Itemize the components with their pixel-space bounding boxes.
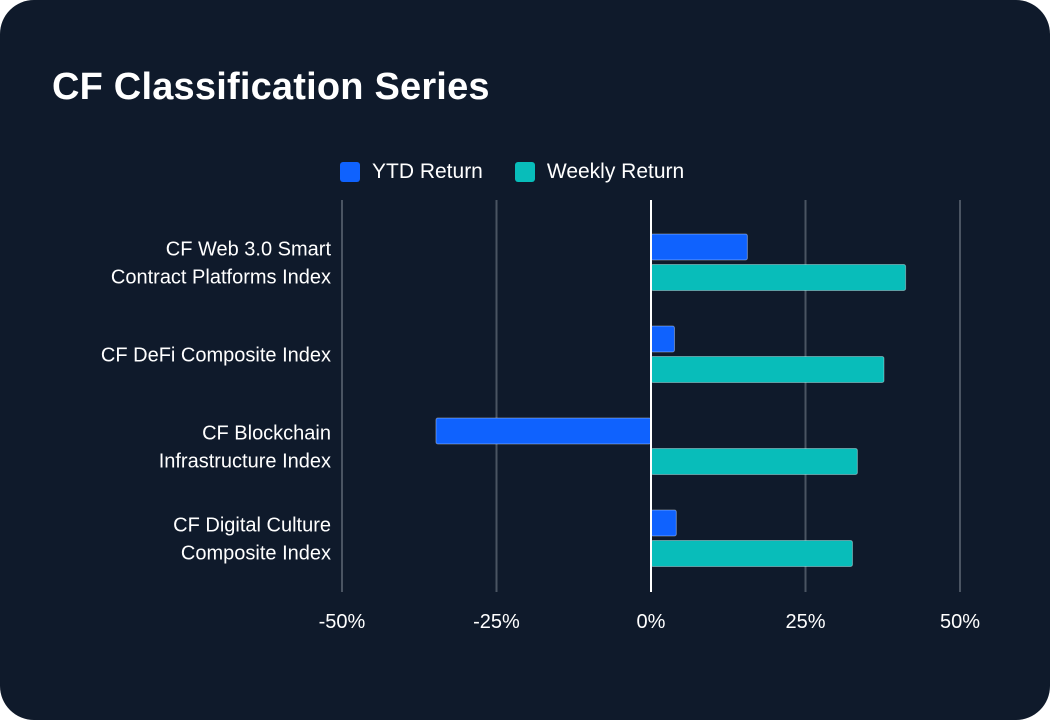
- legend-item-weekly-return: Weekly Return: [514, 160, 685, 184]
- legend-swatch-ytd-return: [340, 162, 360, 182]
- category-label-line: Infrastructure Index: [159, 450, 331, 472]
- bar-weekly-return-cf-blockchain-infrastructure-index: [650, 448, 858, 475]
- legend-label-weekly-return: Weekly Return: [546, 160, 685, 183]
- category-label-line: CF Digital Culture: [173, 514, 331, 536]
- chart-legend: YTD Return Weekly Return: [340, 160, 716, 184]
- bar-weekly-return-cf-digital-culture-composite-index: [650, 540, 853, 567]
- bar-weekly-return-cf-defi-composite-index: [650, 356, 885, 383]
- bar-ytd-return-cf-web-3-0-smart-contract-platforms-index: [650, 233, 748, 261]
- category-labels: CF Web 3.0 Smart Contract Platforms Index…: [101, 238, 332, 564]
- bars: [435, 233, 907, 567]
- bar-ytd-return-cf-blockchain-infrastructure-index: [435, 417, 652, 445]
- bar-ytd-return-cf-defi-composite-index: [650, 325, 675, 353]
- chart-title: CF Classification Series: [52, 66, 490, 108]
- legend-label-ytd-return: YTD Return: [372, 160, 483, 183]
- legend-swatch-weekly-return: [514, 162, 535, 182]
- x-tick-label-25: -25%: [473, 611, 520, 633]
- x-tick-label-50: 50%: [940, 611, 980, 633]
- category-label-line: CF Web 3.0 Smart: [166, 238, 332, 260]
- category-label-cf-web-3-0-smart-contract-platforms-index: CF Web 3.0 Smart Contract Platforms Index: [111, 238, 332, 288]
- category-label-cf-digital-culture-composite-index: CF Digital Culture Composite Index: [173, 514, 331, 564]
- x-tick-label-0: 0%: [637, 611, 666, 633]
- category-label-line: CF DeFi Composite Index: [101, 344, 331, 366]
- bar-ytd-return-cf-digital-culture-composite-index: [650, 509, 677, 537]
- legend-item-ytd-return: YTD Return: [340, 160, 483, 184]
- x-tick-label-50: -50%: [319, 611, 366, 633]
- category-label-line: Composite Index: [181, 542, 331, 564]
- bar-weekly-return-cf-web-3-0-smart-contract-platforms-index: [650, 264, 907, 291]
- x-tick-labels: -50% -25% 0% 25% 50%: [319, 611, 981, 633]
- x-tick-label-25: 25%: [785, 611, 825, 633]
- category-label-cf-blockchain-infrastructure-index: CF Blockchain Infrastructure Index: [159, 422, 331, 472]
- category-label-line: Contract Platforms Index: [111, 266, 331, 288]
- category-label-cf-defi-composite-index: CF DeFi Composite Index: [101, 344, 331, 366]
- category-label-line: CF Blockchain: [202, 422, 331, 444]
